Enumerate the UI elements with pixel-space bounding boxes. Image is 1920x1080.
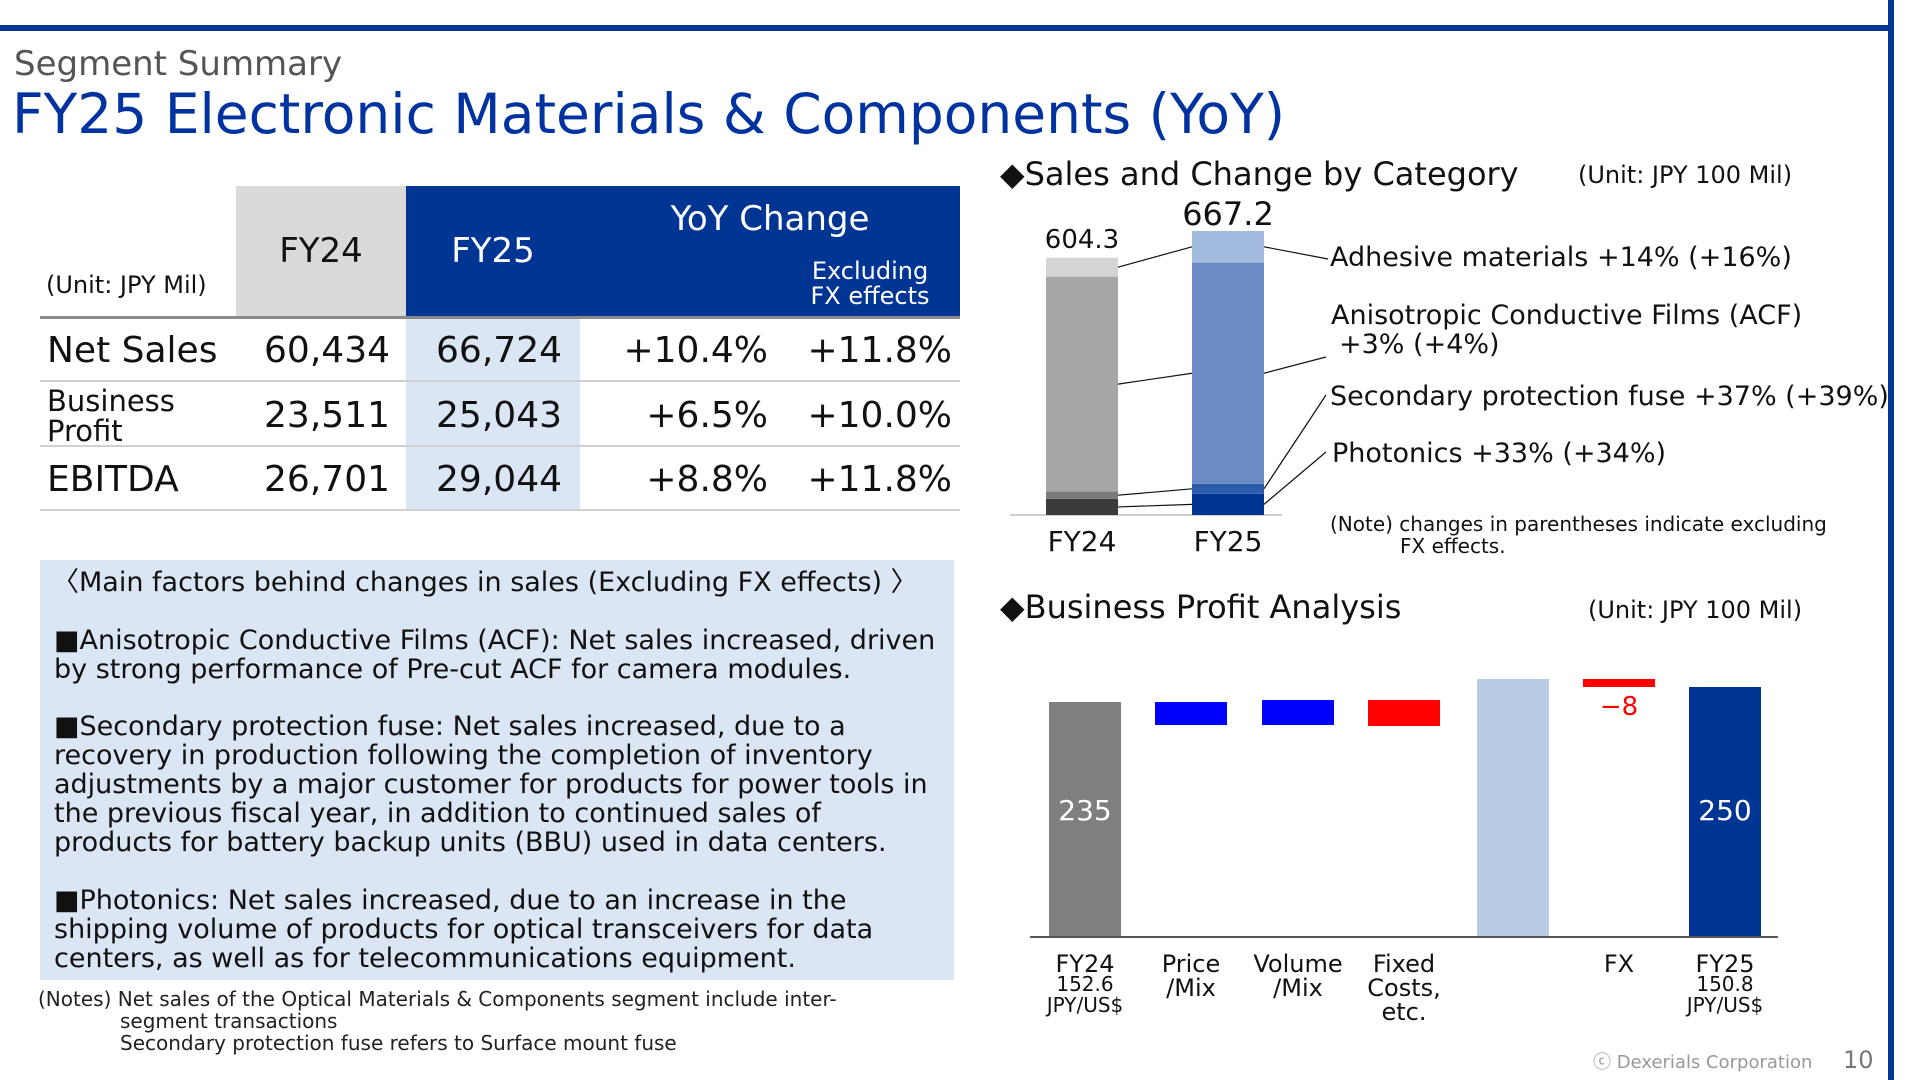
excl-fx-value: +10.0% — [807, 395, 952, 436]
bar-segment-photonics-fy24 — [1046, 498, 1118, 515]
yoy-value: +6.5% — [646, 395, 768, 436]
sales-leaders — [1117, 246, 1329, 508]
factor-item-acf: ■Anisotropic Conductive Films (ACF): Net… — [54, 625, 936, 685]
waterfall-value-label-6: 250 — [1698, 794, 1751, 827]
waterfall-bar-3 — [1368, 700, 1440, 726]
leader-anisotropic-conductive-films-acf- — [1263, 356, 1327, 374]
waterfall-bar-4 — [1477, 679, 1549, 937]
total-label-fy24: 604.3 — [1045, 225, 1119, 255]
leader-adhesive-materials — [1263, 246, 1329, 260]
waterfall-category-label: Volume — [1253, 950, 1342, 978]
sales-unit: (Unit: JPY 100 Mil) — [1578, 161, 1793, 189]
sales-heading: ◆Sales and Change by Category — [1000, 155, 1519, 193]
total-label-fy25: 667.2 — [1182, 195, 1274, 233]
fy24-value: 60,434 — [264, 330, 390, 371]
waterfall-category-label: /Mix — [1166, 974, 1216, 1002]
fy24-value: 23,511 — [264, 395, 390, 436]
leader-secondary-protection-fuse — [1263, 394, 1327, 490]
connector-photonics — [1117, 503, 1193, 508]
page-title: FY25 Electronic Materials & Components (… — [12, 82, 1286, 146]
fy24-header-bg — [236, 186, 406, 316]
waterfall-category-labels: FY24152.6JPY/US$Price/MixVolume/MixFixed… — [1045, 950, 1764, 1026]
fy25-header-bg — [406, 186, 960, 316]
waterfall-bar-2 — [1262, 700, 1334, 725]
row-label: Net Sales — [47, 330, 218, 371]
notes: (Notes) Net sales of the Optical Materia… — [38, 987, 837, 1055]
waterfall-category-label: FX — [1604, 950, 1634, 978]
bar-segment-anisotropic-conductive-films-acf--fy24 — [1046, 276, 1118, 492]
category-label-fy25: FY25 — [1194, 525, 1263, 558]
label-adhesive: Adhesive materials +14% (+16%) — [1330, 242, 1792, 273]
row-divider — [40, 509, 960, 511]
waterfall-category-label: 150.8 — [1696, 972, 1753, 996]
bar-segment-secondary-protection-fuse-fy24 — [1046, 491, 1118, 499]
label-fuse: Secondary protection fuse +37% (+39%) — [1330, 381, 1889, 412]
waterfall-bar-1 — [1155, 702, 1227, 725]
waterfall-category-label: /Mix — [1273, 974, 1323, 1002]
sales-note: (Note) changes in parentheses indicate e… — [1330, 512, 1827, 558]
yoy-value: +10.4% — [623, 330, 768, 371]
page-subtitle: Segment Summary — [14, 44, 343, 84]
factors-heading: 〈Main factors behind changes in sales (E… — [52, 567, 918, 598]
right-rule — [1888, 0, 1894, 1080]
header-fy24: FY24 — [279, 231, 363, 271]
excl-fx-value: +11.8% — [807, 330, 952, 371]
row-divider — [40, 316, 960, 319]
bar-segment-anisotropic-conductive-films-acf--fy25 — [1192, 262, 1264, 484]
bar-segment-adhesive-materials-fy24 — [1046, 257, 1118, 277]
fy25-value: 66,724 — [436, 330, 562, 371]
waterfall-bar-6 — [1689, 687, 1761, 937]
waterfall-category-label: 152.6 — [1056, 972, 1113, 996]
header-fy25: FY25 — [451, 231, 535, 271]
page-number: 10 — [1843, 1046, 1874, 1074]
waterfall-value-label-0: 235 — [1058, 794, 1111, 827]
table-unit: (Unit: JPY Mil) — [46, 271, 207, 299]
waterfall-bar-0 — [1049, 702, 1121, 937]
profit-unit: (Unit: JPY 100 Mil) — [1588, 596, 1803, 624]
excl-fx-value: +11.8% — [807, 459, 952, 500]
label-photonics: Photonics +33% (+34%) — [1332, 438, 1667, 469]
fy25-column-bg — [406, 316, 580, 510]
fy24-value: 26,701 — [264, 459, 390, 500]
factors-box — [40, 560, 954, 980]
bar-segment-adhesive-materials-fy25 — [1192, 231, 1264, 263]
waterfall-category-label: Price — [1162, 950, 1221, 978]
factor-item-fuse: ■Secondary protection fuse: Net sales in… — [54, 711, 928, 858]
label-acf: Anisotropic Conductive Films (ACF) +3% (… — [1331, 300, 1803, 360]
waterfall-value-label-5: −8 — [1600, 692, 1638, 722]
waterfall-category-label: JPY/US$ — [1045, 993, 1124, 1017]
fy25-value: 25,043 — [436, 395, 562, 436]
waterfall-bars: 235 −8 250 — [1049, 679, 1761, 937]
header-yoy: YoY Change — [670, 199, 870, 239]
bar-segment-photonics-fy25 — [1192, 493, 1264, 515]
copyright: ⓒ Dexerials Corporation — [1593, 1052, 1813, 1073]
connector-anisotropic-conductive-films-acf- — [1117, 372, 1193, 385]
waterfall-category-label: Fixed — [1373, 950, 1435, 978]
row-label: Business Profit — [47, 384, 175, 448]
yoy-value: +8.8% — [646, 459, 768, 500]
factor-item-photonics: ■Photonics: Net sales increased, due to … — [54, 885, 874, 974]
waterfall-bar-5 — [1583, 679, 1655, 687]
row-divider — [40, 380, 960, 382]
waterfall-category-label: FY25 — [1695, 950, 1754, 978]
top-rule — [0, 25, 1890, 31]
leader-photonics — [1263, 451, 1327, 505]
sales-bars — [1046, 231, 1264, 515]
bar-segment-secondary-protection-fuse-fy25 — [1192, 483, 1264, 494]
waterfall-category-label: JPY/US$ — [1685, 993, 1764, 1017]
header-excl-fx: Excluding FX effects — [810, 257, 930, 310]
row-divider — [40, 445, 960, 447]
row-label: EBITDA — [47, 459, 179, 500]
waterfall-category-label: etc. — [1382, 998, 1427, 1026]
waterfall-category-label: FY24 — [1055, 950, 1114, 978]
waterfall-category-label: Costs, — [1367, 974, 1441, 1002]
connector-adhesive-materials — [1117, 246, 1193, 268]
fy25-value: 29,044 — [436, 459, 562, 500]
connector-secondary-protection-fuse — [1117, 488, 1193, 496]
category-label-fy24: FY24 — [1048, 525, 1117, 558]
profit-heading: ◆Business Profit Analysis — [1000, 588, 1402, 626]
